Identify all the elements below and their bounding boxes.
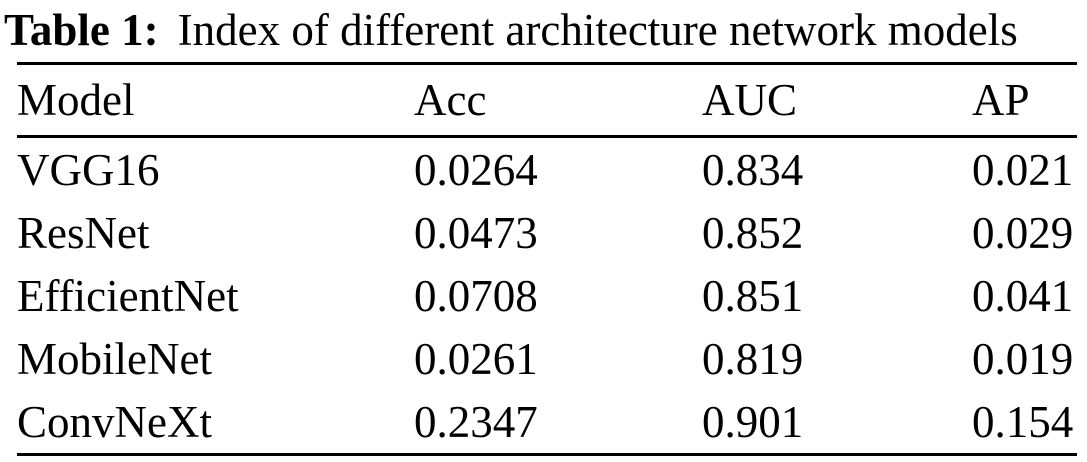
table-row: MobileNet 0.0261 0.819 0.019: [17, 327, 1077, 390]
results-table: Model Acc AUC AP VGG16 0.0264 0.834 0.02…: [17, 62, 1077, 456]
cell-acc: 0.0264: [414, 144, 538, 195]
column-header-ap: AP: [972, 63, 1077, 138]
caption-label: Table 1:: [4, 5, 159, 55]
cell-auc: 0.834: [702, 144, 804, 195]
column-header-acc: Acc: [414, 63, 702, 138]
cell-auc: 0.851: [702, 270, 804, 321]
table-row: ConvNeXt 0.2347 0.901 0.154: [17, 390, 1077, 455]
cell-auc: 0.852: [702, 207, 804, 258]
cell-auc: 0.819: [702, 333, 804, 384]
cell-model: VGG16: [17, 144, 160, 195]
cell-ap: 0.154: [972, 396, 1074, 447]
table-row: EfficientNet 0.0708 0.851 0.041: [17, 264, 1077, 327]
cell-model: ResNet: [17, 207, 150, 258]
caption-text: Index of different architecture network …: [177, 5, 1018, 55]
cell-auc: 0.901: [702, 396, 804, 447]
column-header-auc: AUC: [702, 63, 972, 138]
cell-model: ConvNeXt: [17, 396, 212, 447]
header-row: Model Acc AUC AP: [17, 63, 1077, 138]
cell-ap: 0.019: [972, 333, 1074, 384]
cell-acc: 0.2347: [414, 396, 538, 447]
table-caption: Table 1: Index of different architecture …: [0, 0, 1087, 56]
cell-acc: 0.0708: [414, 270, 538, 321]
cell-ap: 0.041: [972, 270, 1074, 321]
cell-ap: 0.029: [972, 207, 1074, 258]
cell-model: EfficientNet: [17, 270, 239, 321]
column-header-model: Model: [17, 63, 414, 138]
table-row: VGG16 0.0264 0.834 0.021: [17, 137, 1077, 202]
table-row: ResNet 0.0473 0.852 0.029: [17, 201, 1077, 264]
cell-acc: 0.0261: [414, 333, 538, 384]
cell-ap: 0.021: [972, 144, 1074, 195]
cell-acc: 0.0473: [414, 207, 538, 258]
table-header: Model Acc AUC AP: [17, 63, 1077, 138]
cell-model: MobileNet: [17, 333, 212, 384]
table-body: VGG16 0.0264 0.834 0.021 ResNet 0.0473 0…: [17, 137, 1077, 455]
